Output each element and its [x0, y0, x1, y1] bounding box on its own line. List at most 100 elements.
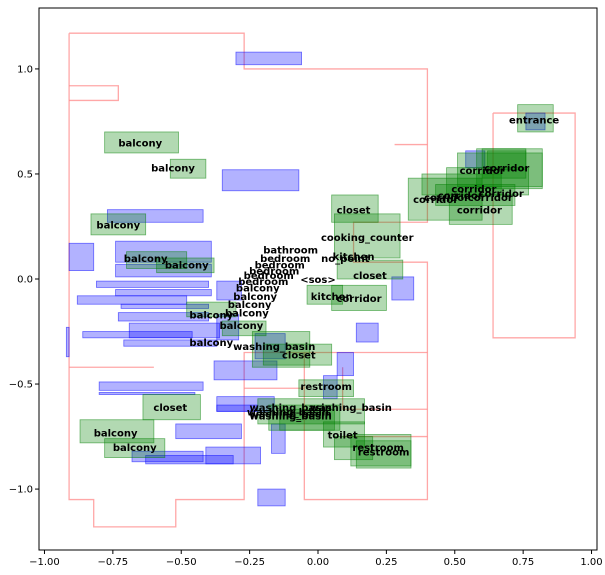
room-label: bedroom [244, 271, 294, 282]
y-axis-ticks: 1.0 0.5 0.0 −0.5 −1.0 [9, 64, 39, 496]
green-box-8 [262, 343, 333, 366]
x-tick-label: 0.50 [444, 557, 466, 568]
y-tick-label: −0.5 [9, 380, 33, 391]
room-label: balcony [124, 254, 168, 265]
green-box-32 [448, 194, 513, 225]
x-tick-label: 0.00 [307, 557, 329, 568]
room-label: <sos> [300, 275, 336, 286]
blue-box-2 [106, 209, 204, 223]
room-label: closet [337, 206, 371, 217]
y-tick-label: 1.0 [17, 64, 33, 75]
green-box-23 [350, 434, 412, 467]
green-box-10 [79, 419, 155, 444]
blue-box-28 [65, 326, 70, 358]
x-tick-label: 1.00 [580, 557, 602, 568]
room-label: no_point [321, 254, 370, 265]
x-tick-label: −0.50 [166, 557, 197, 568]
wall-outline-1 [69, 85, 119, 102]
blue-box-22 [175, 423, 242, 440]
room-label: balcony [189, 338, 233, 349]
room-label: washing_basin [233, 342, 315, 353]
blue-box-1 [221, 169, 300, 192]
room-label: washing_basin [250, 403, 332, 414]
y-tick-label: 0.0 [17, 275, 33, 286]
room-label: bedroom [238, 277, 288, 288]
green-box-14 [336, 259, 404, 280]
blue-box-6 [96, 280, 209, 288]
room-label: cooking_counter [321, 233, 414, 244]
wall-outline-5 [341, 367, 428, 410]
room-label: balcony [118, 138, 162, 149]
room-label: closet [153, 403, 187, 414]
room-label: corridor [468, 193, 513, 204]
blue-box-24 [145, 455, 234, 465]
blue-box-layer [65, 51, 546, 507]
green-box-18 [257, 398, 365, 425]
blue-box-16 [254, 333, 286, 360]
room-label: corridor [460, 166, 505, 177]
x-tick-label: −0.25 [234, 557, 265, 568]
green-box-5 [186, 301, 237, 318]
room-label: balcony [233, 292, 277, 303]
room-label: kitchen [311, 292, 353, 303]
room-label: closet [353, 271, 387, 282]
green-box-6 [221, 320, 267, 337]
room-label: bedroom [249, 267, 299, 278]
blue-box-31 [391, 276, 415, 301]
room-label: corridor [451, 185, 496, 196]
room-label: balcony [165, 260, 209, 271]
room-label: corridor [484, 164, 529, 175]
green-box-34 [487, 150, 527, 171]
green-box-15 [306, 284, 344, 305]
room-label: balcony [220, 321, 264, 332]
green-box-1 [169, 158, 207, 179]
room-label: kitchen [333, 252, 375, 263]
green-box-11 [104, 438, 166, 458]
room-label: corridor [413, 195, 458, 206]
room-label: balcony [189, 311, 233, 322]
x-tick-label: 0.75 [512, 557, 534, 568]
y-tick-label: 0.5 [17, 169, 33, 180]
green-box-2 [90, 213, 147, 236]
blue-box-0 [235, 51, 302, 66]
green-box-16 [331, 284, 387, 311]
room-label: washing_basin [250, 412, 332, 423]
green-box-17 [298, 379, 354, 398]
room-label: balcony [228, 300, 272, 311]
green-box-22 [334, 436, 374, 461]
room-label: closet [282, 351, 316, 362]
green-box-30 [407, 177, 483, 221]
room-label: corridor [336, 294, 381, 305]
room-label: restroom [300, 382, 352, 393]
x-axis-ticks: −1.00 −0.75 −0.50 −0.25 0.00 0.25 0.50 0.75 1.00 [29, 550, 603, 568]
room-label: balcony [113, 443, 157, 454]
blue-box-18 [98, 381, 204, 391]
blue-box-25 [131, 450, 204, 463]
green-box-0 [104, 131, 179, 154]
blue-box-9 [120, 303, 209, 309]
x-tick-label: 0.25 [375, 557, 397, 568]
outline-layer [68, 32, 576, 528]
blue-box-5 [115, 263, 212, 278]
y-tick-label: −1.0 [9, 485, 33, 496]
room-label: entrance [509, 115, 559, 126]
blue-box-13 [123, 339, 218, 347]
blue-box-7 [115, 289, 212, 297]
room-label: balcony [225, 309, 269, 320]
green-box-13 [334, 213, 401, 259]
room-label: balcony [96, 220, 140, 231]
room-label: balcony [151, 164, 195, 175]
blue-box-30 [355, 322, 379, 343]
room-label: bathroom [263, 246, 318, 257]
blue-box-3 [68, 242, 95, 271]
blue-box-14 [216, 280, 242, 301]
room-label: toilet [328, 430, 358, 441]
blue-box-12 [82, 331, 193, 339]
blue-box-8 [76, 295, 188, 305]
green-box-33 [481, 148, 527, 179]
room-label: washing_basin [310, 403, 392, 414]
green-box-12 [331, 194, 379, 223]
room-label: washing_basin [247, 407, 329, 418]
blue-box-17 [213, 360, 278, 381]
